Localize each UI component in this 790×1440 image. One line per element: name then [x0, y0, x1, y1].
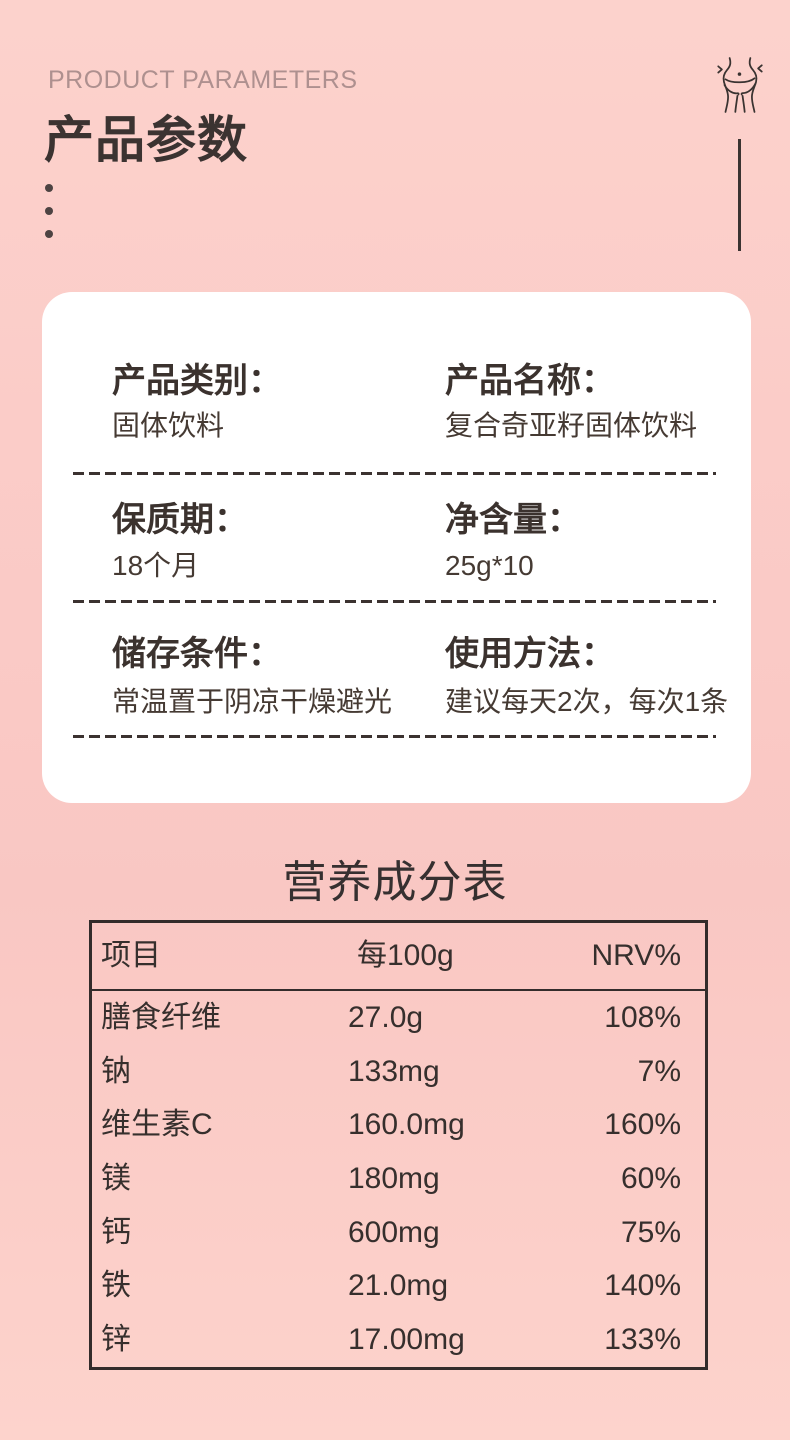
table-row: 镁 180mg 60%	[92, 1152, 705, 1206]
field-label-usage: 使用方法：	[445, 635, 615, 673]
cell-nrv: 108%	[604, 1000, 681, 1034]
cell-item: 锌	[101, 1323, 131, 1357]
cell-nrv: 60%	[620, 1162, 681, 1196]
cell-amount: 21.0mg	[348, 1269, 449, 1303]
dashed-divider	[73, 735, 716, 738]
vertical-line-decoration	[738, 139, 741, 251]
nutrition-table: 项目 每100g NRV% 膳食纤维 27.0g 108% 钠 133mg 7%…	[89, 920, 708, 1370]
product-info-card: 产品类别： 固体饮料 产品名称： 复合奇亚籽固体饮料 保质期： 18个月 净含量…	[42, 292, 751, 803]
dot	[45, 184, 53, 192]
header-per-100g: 每100g	[357, 939, 454, 972]
field-value-net-content: 25g*10	[445, 550, 534, 581]
page-title: 产品参数	[44, 112, 248, 168]
cell-item: 镁	[101, 1162, 131, 1196]
dots-decoration	[45, 184, 53, 238]
field-value-storage: 常温置于阴凉干燥避光	[112, 686, 393, 717]
table-row: 膳食纤维 27.0g 108%	[92, 991, 705, 1045]
field-label-shelf-life: 保质期：	[112, 501, 248, 539]
table-row: 锌 17.00mg 133%	[92, 1313, 705, 1367]
table-row: 维生素C 160.0mg 160%	[92, 1098, 705, 1152]
header-nrv: NRV%	[591, 939, 681, 972]
header-item: 项目	[101, 939, 161, 972]
cell-nrv: 140%	[604, 1269, 681, 1303]
cell-nrv: 160%	[604, 1108, 681, 1142]
cell-amount: 180mg	[348, 1162, 440, 1196]
dot	[45, 207, 53, 215]
cell-amount: 17.00mg	[348, 1323, 465, 1357]
cell-nrv: 75%	[620, 1215, 681, 1249]
field-value-category: 固体饮料	[112, 410, 225, 441]
field-value-shelf-life: 18个月	[112, 550, 200, 581]
field-value-name: 复合奇亚籽固体饮料	[445, 410, 698, 441]
field-label-net-content: 净含量：	[445, 501, 581, 539]
dot	[45, 230, 53, 238]
field-label-category: 产品类别：	[112, 362, 282, 400]
cell-amount: 27.0g	[348, 1000, 424, 1034]
dashed-divider	[73, 472, 716, 475]
table-row: 钠 133mg 7%	[92, 1045, 705, 1099]
cell-item: 钠	[101, 1054, 131, 1088]
slim-waist-icon	[716, 56, 764, 114]
cell-amount: 160.0mg	[348, 1108, 465, 1142]
cell-nrv: 7%	[637, 1054, 681, 1088]
table-header-row: 项目 每100g NRV%	[92, 923, 705, 991]
nutrition-title: 营养成分表	[282, 858, 508, 907]
field-value-usage: 建议每天2次，每次1条	[445, 686, 729, 717]
cell-item: 钙	[101, 1215, 131, 1249]
cell-item: 维生素C	[101, 1108, 213, 1142]
cell-item: 膳食纤维	[101, 1000, 221, 1034]
dashed-divider	[73, 600, 716, 603]
table-row: 铁 21.0mg 140%	[92, 1260, 705, 1314]
eyebrow-text: PRODUCT PARAMETERS	[48, 66, 358, 94]
cell-nrv: 133%	[604, 1323, 681, 1357]
cell-item: 铁	[101, 1269, 131, 1303]
table-row: 钙 600mg 75%	[92, 1206, 705, 1260]
cell-amount: 133mg	[348, 1054, 440, 1088]
field-label-storage: 储存条件：	[112, 635, 282, 673]
cell-amount: 600mg	[348, 1215, 440, 1249]
field-label-name: 产品名称：	[445, 362, 615, 400]
